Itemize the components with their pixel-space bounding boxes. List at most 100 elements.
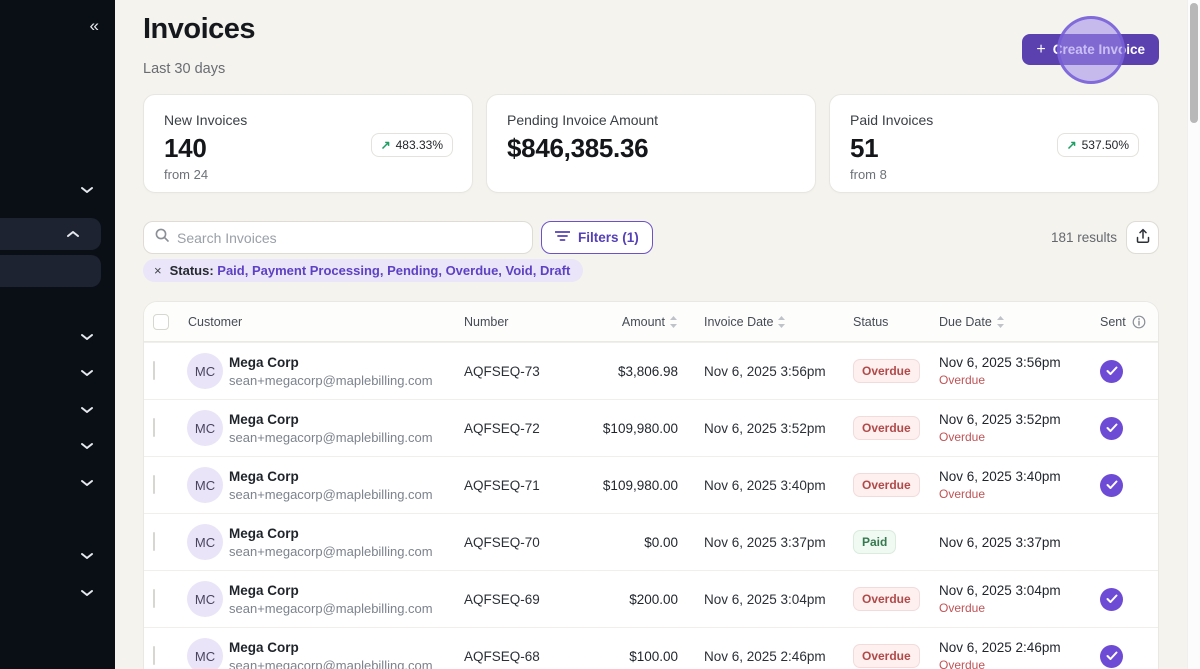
- results-count: 181 results: [1050, 230, 1117, 245]
- trend-up-icon: ↗: [1066, 138, 1077, 152]
- due-note: Overdue: [939, 373, 986, 387]
- search-icon: [154, 227, 170, 248]
- sent-check-icon: [1100, 416, 1123, 440]
- column-header-status[interactable]: Status: [853, 314, 889, 329]
- sort-icon[interactable]: [777, 315, 786, 329]
- row-checkbox[interactable]: [153, 646, 155, 665]
- sort-icon[interactable]: [996, 315, 1005, 329]
- customer-email: sean+megacorp@maplebilling.com: [229, 657, 433, 669]
- invoice-number: AQFSEQ-73: [464, 363, 540, 379]
- page-title: Invoices: [143, 13, 256, 45]
- column-header-invoice-date[interactable]: Invoice Date: [684, 315, 844, 329]
- column-header-customer[interactable]: Customer: [188, 314, 243, 329]
- stat-label: Paid Invoices: [850, 112, 934, 128]
- table-row[interactable]: MC Mega Corp sean+megacorp@maplebilling.…: [144, 570, 1158, 627]
- stat-value: 51: [850, 133, 879, 163]
- stat-comparison: from 8: [850, 167, 887, 182]
- stat-card-pending-amount: Pending Invoice Amount $846,385.36: [486, 94, 816, 193]
- remove-filter-icon[interactable]: ×: [154, 263, 162, 278]
- avatar: MC: [187, 353, 223, 389]
- table-row[interactable]: MC Mega Corp sean+megacorp@maplebilling.…: [144, 513, 1158, 570]
- invoice-date: Nov 6, 2025 3:56pm: [704, 363, 826, 379]
- due-date: Nov 6, 2025 3:37pm: [939, 534, 1061, 550]
- invoice-date: Nov 6, 2025 3:04pm: [704, 591, 826, 607]
- invoice-number: AQFSEQ-70: [464, 534, 540, 550]
- row-checkbox[interactable]: [153, 589, 155, 608]
- chevron-up-icon[interactable]: [66, 230, 80, 238]
- stat-card-paid-invoices: Paid Invoices 51 from 8 ↗ 537.50%: [829, 94, 1159, 193]
- status-badge: Overdue: [853, 644, 920, 668]
- scrollbar-thumb[interactable]: [1190, 3, 1198, 123]
- date-range-label: Last 30 days: [143, 61, 226, 77]
- customer-name: Mega Corp: [229, 468, 299, 484]
- trend-badge: ↗ 483.33%: [370, 133, 453, 157]
- chevron-down-icon[interactable]: [80, 369, 94, 377]
- table-row[interactable]: MC Mega Corp sean+megacorp@maplebilling.…: [144, 456, 1158, 513]
- chevron-down-icon[interactable]: [80, 186, 94, 194]
- customer-name: Mega Corp: [229, 354, 299, 370]
- chevron-down-icon[interactable]: [80, 406, 94, 414]
- sidebar-item-active[interactable]: [0, 218, 101, 250]
- row-checkbox[interactable]: [153, 475, 155, 494]
- invoice-amount: $109,980.00: [602, 477, 678, 493]
- select-all-checkbox[interactable]: [153, 313, 169, 330]
- chevron-down-icon[interactable]: [80, 442, 94, 450]
- avatar: MC: [187, 467, 223, 503]
- info-icon[interactable]: [1132, 315, 1146, 329]
- column-header-number[interactable]: Number: [464, 314, 509, 329]
- sort-icon[interactable]: [669, 315, 678, 329]
- create-invoice-button[interactable]: + Create Invoice: [1022, 34, 1159, 65]
- due-date: Nov 6, 2025 3:52pm: [939, 412, 1061, 427]
- invoice-amount: $0.00: [644, 534, 678, 550]
- customer-email: sean+megacorp@maplebilling.com: [229, 600, 433, 616]
- row-checkbox[interactable]: [153, 418, 155, 437]
- avatar: MC: [187, 581, 223, 617]
- table-row[interactable]: MC Mega Corp sean+megacorp@maplebilling.…: [144, 627, 1158, 669]
- invoices-table: Customer Number Amount Invoice Date Stat…: [143, 301, 1159, 669]
- column-header-sent[interactable]: Sent: [1089, 315, 1158, 329]
- stat-value: 140: [164, 133, 207, 163]
- table-row[interactable]: MC Mega Corp sean+megacorp@maplebilling.…: [144, 399, 1158, 456]
- avatar: MC: [187, 524, 223, 560]
- stats-row: New Invoices 140 from 24 ↗ 483.33% Pendi…: [143, 94, 1159, 193]
- status-filter-chip[interactable]: × Status: Paid, Payment Processing, Pend…: [143, 259, 584, 282]
- chevron-down-icon[interactable]: [80, 589, 94, 597]
- search-input[interactable]: [177, 229, 522, 246]
- sidebar-collapse-icon[interactable]: «: [89, 16, 99, 35]
- sent-check-icon: [1100, 473, 1123, 497]
- customer-name: Mega Corp: [229, 411, 299, 427]
- trend-value: 483.33%: [395, 138, 443, 152]
- status-badge: Overdue: [853, 473, 920, 497]
- status-badge: Paid: [853, 530, 897, 554]
- chevron-down-icon[interactable]: [80, 552, 94, 560]
- due-date: Nov 6, 2025 3:40pm: [939, 469, 1061, 484]
- row-checkbox[interactable]: [153, 361, 155, 380]
- search-box[interactable]: [143, 221, 533, 254]
- page-scrollbar[interactable]: [1187, 0, 1200, 669]
- invoice-number: AQFSEQ-68: [464, 648, 540, 664]
- avatar: MC: [187, 410, 223, 446]
- table-row[interactable]: MC Mega Corp sean+megacorp@maplebilling.…: [144, 342, 1158, 399]
- chevron-down-icon[interactable]: [80, 333, 94, 341]
- column-header-amount[interactable]: Amount: [579, 315, 684, 329]
- due-date: Nov 6, 2025 2:46pm: [939, 640, 1061, 655]
- invoice-date: Nov 6, 2025 3:37pm: [704, 534, 826, 550]
- export-button[interactable]: [1126, 221, 1159, 254]
- invoice-date: Nov 6, 2025 3:40pm: [704, 477, 826, 493]
- due-note: Overdue: [939, 430, 986, 444]
- chevron-down-icon[interactable]: [80, 479, 94, 487]
- stat-card-new-invoices: New Invoices 140 from 24 ↗ 483.33%: [143, 94, 473, 193]
- filter-icon: [554, 230, 571, 245]
- filters-button[interactable]: Filters (1): [541, 221, 653, 254]
- customer-email: sean+megacorp@maplebilling.com: [229, 429, 433, 445]
- sidebar-item[interactable]: [0, 255, 101, 287]
- due-note: Overdue: [939, 487, 986, 501]
- column-header-due-date[interactable]: Due Date: [939, 315, 1089, 329]
- customer-email: sean+megacorp@maplebilling.com: [229, 543, 433, 559]
- stat-comparison: from 24: [164, 167, 209, 182]
- customer-name: Mega Corp: [229, 582, 299, 598]
- row-checkbox[interactable]: [153, 532, 155, 551]
- sidebar: «: [0, 0, 115, 669]
- filter-chip-label: Status:: [169, 263, 214, 278]
- invoice-number: AQFSEQ-72: [464, 420, 540, 436]
